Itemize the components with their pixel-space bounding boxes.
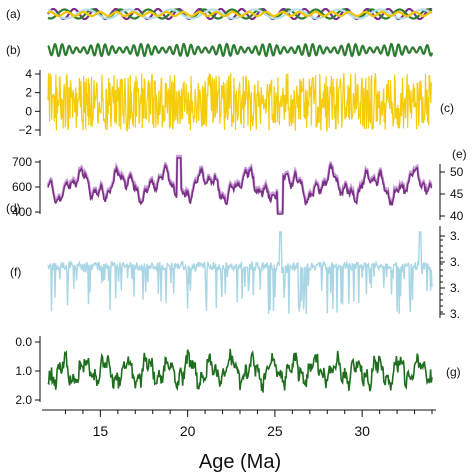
g-tick-label: 1.0 [15, 364, 32, 378]
c-tick-label: 2 [25, 86, 32, 100]
c-y-ticks: 4 2 0 −2 [18, 67, 40, 137]
series-f-line [47, 231, 433, 314]
g-tick-label: 0.0 [15, 335, 32, 349]
x-tick-label: 15 [93, 423, 109, 439]
e-left-y-ticks: 700 600 400 [12, 155, 40, 219]
f-right-y-ticks: 3. 3. 3. 3. [440, 229, 460, 321]
series-a-line-4 [47, 10, 432, 18]
e-right-tick-label: 40 [450, 209, 464, 223]
panel-label-f: (f) [10, 265, 21, 279]
e-left-tick-label: 700 [12, 155, 32, 169]
panel-label-e: (e) [452, 147, 467, 161]
e-right-tick-label: 45 [450, 187, 464, 201]
panel-label-b: (b) [6, 43, 21, 57]
series-g-line [47, 348, 433, 393]
x-axis-label: Age (Ma) [199, 451, 281, 473]
e-left-tick-label: 400 [12, 205, 32, 219]
panel-label-c: (c) [440, 101, 454, 115]
series-a-line-1 [47, 7, 433, 21]
x-axis-ticks: 15 20 25 30 [64, 410, 433, 439]
series-c-line [47, 73, 433, 134]
e-right-tick-label: 50 [450, 165, 464, 179]
panel-label-a: (a) [6, 7, 21, 21]
panel-label-d: (d) [6, 201, 21, 215]
e-right-y-ticks: 50 45 40 [440, 165, 464, 223]
x-tick-label: 30 [354, 423, 370, 439]
c-tick-label: 0 [25, 104, 32, 118]
series-e-band-line [46, 154, 433, 214]
series-e-line [47, 157, 433, 215]
x-tick-label: 25 [267, 423, 283, 439]
series-b-line [47, 42, 434, 58]
f-right-tick-label: 3. [450, 255, 460, 269]
f-right-tick-label: 3. [450, 281, 460, 295]
series-group-a [47, 7, 433, 21]
e-left-tick-label: 600 [12, 180, 32, 194]
panel-label-g: (g) [446, 365, 461, 379]
c-tick-label: 4 [25, 67, 32, 81]
f-right-tick-label: 3. [450, 307, 460, 321]
f-right-tick-label: 3. [450, 229, 460, 243]
g-tick-label: 2.0 [15, 393, 32, 407]
c-tick-label: −2 [18, 123, 32, 137]
x-tick-label: 20 [180, 423, 196, 439]
g-y-ticks: 0.0 1.0 2.0 [15, 335, 40, 407]
